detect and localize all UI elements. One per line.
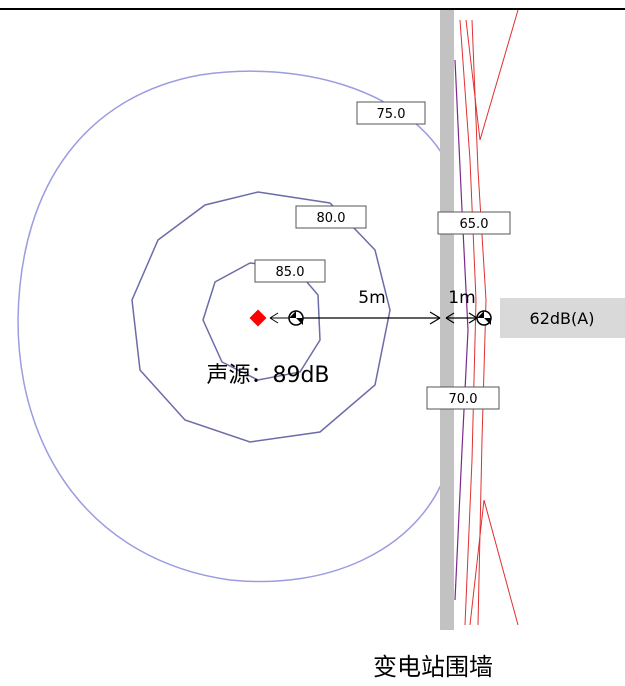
contour-label-75: 75.0 — [356, 101, 426, 125]
substation-wall — [440, 10, 454, 630]
source-label: 声源：89dB — [206, 363, 329, 388]
contour-label-65: 65.0 — [437, 211, 511, 235]
dim-5m-arrowhead — [429, 311, 441, 325]
wall-label: 变电站围墙 — [373, 653, 493, 681]
contour-80 — [131, 191, 391, 443]
source-diamond-icon — [249, 309, 267, 327]
contour-label-75-text: 75.0 — [377, 107, 406, 122]
red-line-c — [471, 19, 487, 626]
contour-75 — [17, 70, 442, 583]
receiver-circle-icon-wall — [476, 310, 492, 326]
receiver-circle-icon — [288, 310, 304, 326]
red-line-a — [459, 19, 477, 626]
contour-label-80: 80.0 — [295, 205, 367, 229]
dim-1m-label: 1m — [448, 288, 475, 308]
contour-label-85: 85.0 — [254, 259, 326, 283]
source-arrow-head — [269, 312, 279, 324]
contour-label-65-text: 65.0 — [460, 217, 489, 232]
contour-label-70-text: 70.0 — [449, 392, 478, 407]
purple-line — [454, 59, 469, 601]
red-line-d — [469, 499, 519, 626]
receiver-level-text: 62dB(A) — [530, 309, 595, 328]
dim-1m-arrowheads — [445, 312, 478, 324]
contour-label-85-text: 85.0 — [276, 265, 305, 280]
dim-5m-label: 5m — [358, 288, 385, 308]
contour-label-70: 70.0 — [426, 386, 500, 410]
red-line-b — [465, 9, 519, 141]
receiver-level-box — [500, 298, 625, 338]
contour-label-80-text: 80.0 — [317, 211, 346, 226]
